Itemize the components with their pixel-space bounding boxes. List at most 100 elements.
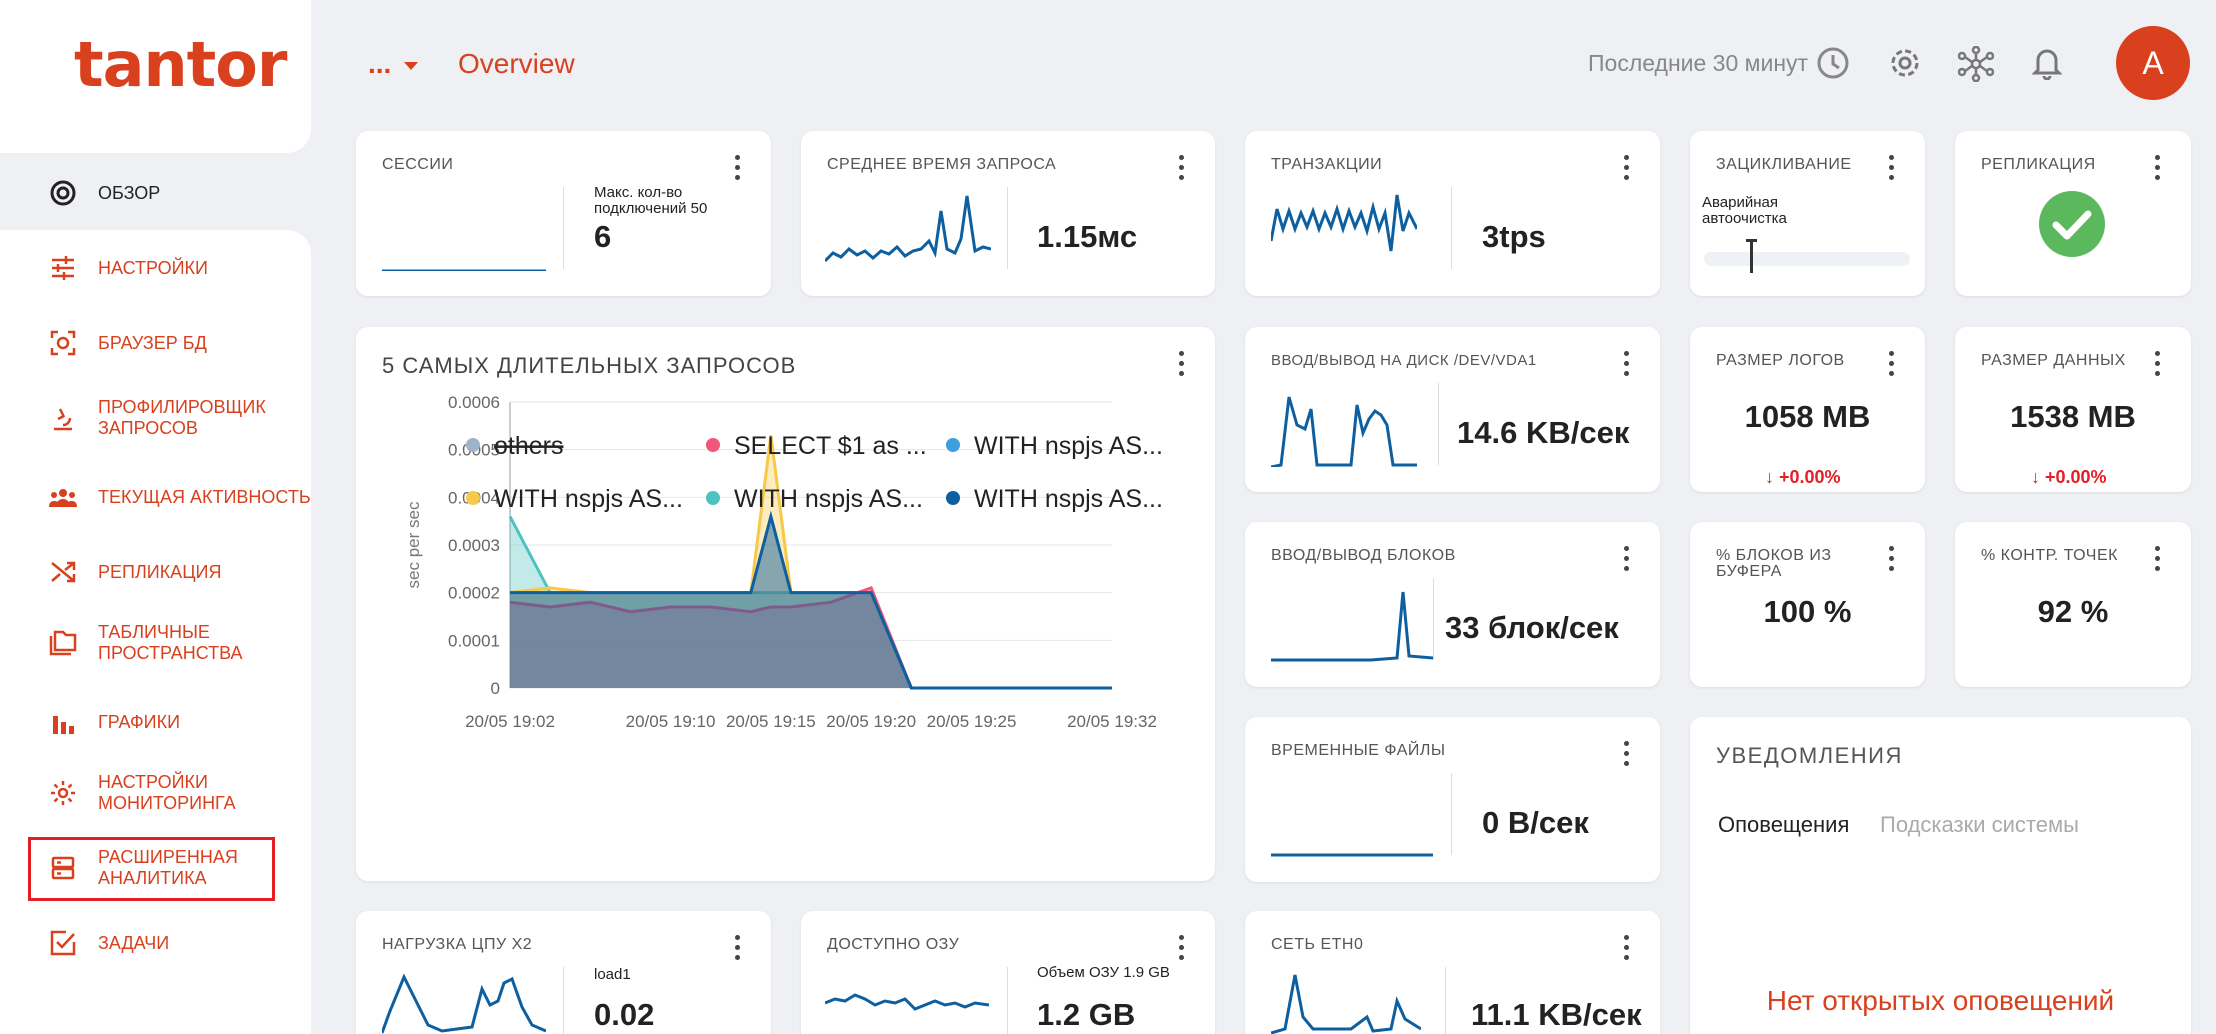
nav-item-advanced-analytics[interactable]: РАСШИРЕННАЯ АНАЛИТИКА [48, 847, 278, 889]
card-ram: ДОСТУПНО ОЗУ Объем ОЗУ 1.9 GB 1.2 GB [801, 911, 1215, 1034]
legend-label: WITH nspjs AS... [494, 485, 683, 513]
y-tick-label: 0 [491, 679, 500, 698]
kebab-menu-icon[interactable] [2155, 351, 2161, 377]
kebab-menu-icon[interactable] [1624, 935, 1630, 961]
card-title: ВВОД/ВЫВОД БЛОКОВ [1271, 547, 1456, 564]
block-io-value: 33 блок/сек [1445, 610, 1619, 645]
context-menu-button[interactable]: ... [368, 48, 392, 79]
checkpoint-pct-value: 92 % [2037, 594, 2109, 629]
network-icon[interactable] [1957, 45, 1995, 83]
delta-text: +0.00% [1779, 467, 1841, 487]
nav-label: ТАБЛИЧНЫЕ ПРОСТРАНСТВА [98, 622, 243, 663]
x-tick-label: 20/05 19:32 [1067, 712, 1157, 731]
legend-dot [946, 491, 960, 505]
nav-item-charts[interactable]: ГРАФИКИ [48, 707, 180, 737]
kebab-menu-icon[interactable] [1624, 741, 1630, 767]
top-queries-chart[interactable]: 0.00060.00050.00040.00030.00020.00010sec… [356, 327, 1215, 881]
card-title: ТРАНЗАКЦИИ [1271, 156, 1383, 173]
nav-item-query-profiler[interactable]: ПРОФИЛИРОВЩИК ЗАПРОСОВ [48, 397, 278, 439]
check-circle-icon [2039, 191, 2105, 257]
kebab-menu-icon[interactable] [1889, 546, 1895, 572]
buffer-pct-value: 100 % [1763, 594, 1852, 629]
nav-label: ГРАФИКИ [98, 711, 181, 732]
bell-icon[interactable] [2031, 46, 2068, 82]
arrow-down-icon: ↓ [1765, 467, 1780, 487]
caret-down-icon[interactable] [404, 62, 418, 70]
sliders-icon [48, 253, 78, 283]
card-title: % КОНТР. ТОЧЕК [1981, 547, 2118, 564]
kebab-menu-icon[interactable] [1179, 935, 1185, 961]
kebab-menu-icon[interactable] [735, 155, 741, 181]
nav-item-monitoring-settings[interactable]: НАСТРОЙКИ МОНИТОРИНГА [48, 772, 278, 814]
card-data-size: РАЗМЕР ДАННЫХ 1538 MB ↓ +0.00% [1955, 327, 2191, 492]
nav-label: РАСШИРЕННАЯ АНАЛИТИКА [98, 847, 238, 888]
nav-item-settings[interactable]: НАСТРОЙКИ [48, 253, 208, 283]
card-cpu-load: НАГРУЗКА ЦПУ X2 load1 0.02 [356, 911, 771, 1034]
nav-item-db-browser[interactable]: БРАУЗЕР БД [48, 328, 207, 358]
divider [1007, 967, 1008, 1034]
card-top-queries: 5 САМЫХ ДЛИТЕЛЬНЫХ ЗАПРОСОВ 0.00060.0005… [356, 327, 1215, 881]
y-tick-label: 0.0001 [448, 631, 500, 650]
kebab-menu-icon[interactable] [2155, 546, 2161, 572]
tantor-logo[interactable]: tantor [74, 28, 287, 101]
legend-dot [466, 438, 480, 452]
kebab-menu-icon[interactable] [1624, 351, 1630, 377]
card-title: РАЗМЕР ЛОГОВ [1716, 352, 1845, 369]
nav-label: РЕПЛИКАЦИЯ [98, 561, 222, 582]
divider [1445, 967, 1446, 1034]
divider [1007, 187, 1008, 269]
server-icon [48, 853, 78, 883]
kebab-menu-icon[interactable] [1624, 155, 1630, 181]
logo-area: tantor [0, 0, 311, 153]
card-network: СЕТЬ ETH0 11.1 KB/сек [1245, 911, 1660, 1034]
highlight-box [28, 837, 275, 901]
kebab-menu-icon[interactable] [1179, 155, 1185, 181]
sessions-sparkline [382, 269, 546, 271]
settings-gear-icon[interactable] [1888, 46, 1924, 82]
data-size-delta: ↓ +0.00% [2031, 467, 2107, 488]
card-title: ДОСТУПНО ОЗУ [827, 936, 960, 953]
arrow-down-icon: ↓ [2031, 467, 2046, 487]
card-wraparound: ЗАЦИКЛИВАНИЕ Аварийная автоочистка [1690, 131, 1925, 296]
kebab-menu-icon[interactable] [2155, 155, 2161, 181]
user-avatar[interactable]: A [2116, 26, 2190, 100]
legend-label: SELECT $1 as ... [734, 432, 927, 460]
legend-dot [706, 491, 720, 505]
card-log-size: РАЗМЕР ЛОГОВ 1058 MB ↓ +0.00% [1690, 327, 1925, 492]
kebab-menu-icon[interactable] [1889, 351, 1895, 377]
load1-label: load1 [594, 966, 631, 983]
card-title: % БЛОКОВ ИЗ БУФЕРА [1716, 547, 1832, 580]
avg-query-sparkline [825, 195, 991, 263]
clock-icon[interactable] [1816, 46, 1852, 82]
nav-item-current-activity[interactable]: ТЕКУЩАЯ АКТИВНОСТЬ [48, 482, 311, 512]
nav-item-tablespaces[interactable]: ТАБЛИЧНЫЕ ПРОСТРАНСТВА [48, 622, 278, 664]
kebab-menu-icon[interactable] [1889, 155, 1895, 181]
y-tick-label: 0.0006 [448, 393, 500, 412]
transactions-value: 3tps [1482, 219, 1546, 254]
shuffle-icon [48, 557, 78, 587]
kebab-menu-icon[interactable] [1179, 351, 1185, 377]
legend-label: WITH nspjs AS... [734, 485, 923, 513]
kebab-menu-icon[interactable] [735, 935, 741, 961]
nav-label: НАСТРОЙКИ МОНИТОРИНГА [98, 772, 236, 813]
ram-sparkline [825, 993, 989, 1011]
card-title: ВРЕМЕННЫЕ ФАЙЛЫ [1271, 742, 1446, 759]
y-tick-label: 0.0003 [448, 536, 500, 555]
time-range-selector[interactable]: Последние 30 минут [1588, 50, 1809, 76]
tab-alerts[interactable]: Оповещения [1718, 812, 1850, 837]
max-connections-label: Макс. кол-во подключений 50 [594, 184, 708, 217]
nav-item-overview[interactable]: ОБЗОР [48, 178, 160, 208]
kebab-menu-icon[interactable] [1624, 546, 1630, 572]
ram-value: 1.2 GB [1037, 997, 1136, 1032]
folders-icon [48, 628, 78, 658]
legend-dot [946, 438, 960, 452]
network-sparkline [1271, 974, 1421, 1034]
scan-icon [48, 328, 78, 358]
log-size-delta: ↓ +0.00% [1765, 467, 1841, 488]
wraparound-marker [1750, 241, 1753, 273]
nav-item-replication[interactable]: РЕПЛИКАЦИЯ [48, 557, 221, 587]
nav-item-tasks[interactable]: ЗАДАЧИ [48, 928, 169, 958]
checkbox-icon [48, 928, 78, 958]
tab-system-hints[interactable]: Подсказки системы [1880, 812, 2079, 837]
bar-chart-icon [48, 707, 78, 737]
